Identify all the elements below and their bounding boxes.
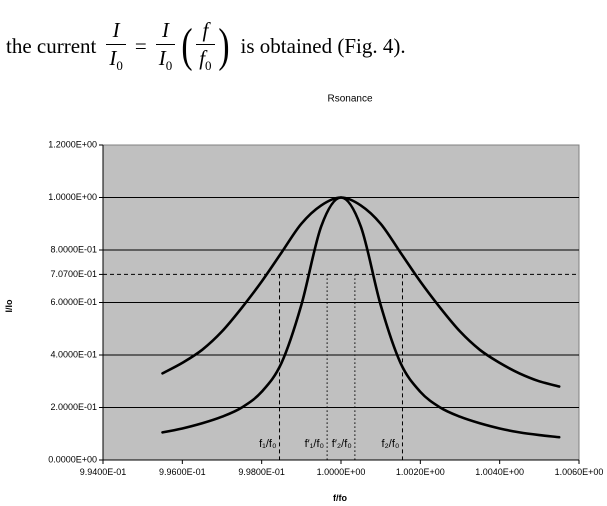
- axis-ticks: 0.0000E+00 2.0000E-01 4.0000E-01 6.0000E-01…: [48, 139, 603, 477]
- intro-tail: is obtained (Fig. 4).: [240, 33, 406, 58]
- equals-sign: =: [134, 33, 147, 58]
- y-tick-label: 8.0000E-01: [50, 244, 97, 254]
- x-tick-label: 9.9800E-01: [238, 467, 285, 477]
- marker-lines: f₁/f₀ f′₁/f₀ f′₂/f₀ f₂/f₀: [259, 274, 403, 460]
- x-tick-label: 1.0020E+00: [396, 467, 445, 477]
- denominator-base: I: [109, 45, 117, 70]
- denominator-subscript: 0: [205, 58, 212, 74]
- right-paren: ): [217, 19, 230, 72]
- y-axis-label: I/Io: [4, 299, 14, 313]
- denominator-base: f: [199, 45, 206, 70]
- fraction-inner: f f0: [196, 17, 215, 74]
- fraction-right-denominator: I0: [155, 43, 176, 74]
- x-axis-label: f/fo: [333, 493, 347, 503]
- x-tick-label: 1.0040E+00: [475, 467, 524, 477]
- fraction-left-denominator: I0: [106, 43, 126, 74]
- y-tick-label: 2.0000E-01: [50, 402, 97, 412]
- x-tick-label: 9.9600E-01: [159, 467, 206, 477]
- marker-label: f₂/f₀: [381, 438, 399, 450]
- curves: [161, 196, 561, 439]
- marker-label: f₁/f₀: [259, 438, 276, 450]
- fraction-right: I I0: [155, 17, 176, 74]
- fraction-right-numerator: I: [161, 17, 169, 42]
- series-line-1: [161, 196, 561, 388]
- fraction-inner-numerator: f: [202, 17, 209, 42]
- y-tick-label: 1.0000E+00: [48, 192, 97, 202]
- y-tick-label: 6.0000E-01: [50, 297, 97, 307]
- y-tick-label: 7.0700E-01: [50, 269, 97, 279]
- denominator-base: I: [158, 45, 166, 70]
- y-tick-label: 1.2000E+00: [48, 139, 97, 149]
- x-tick-label: 1.0060E+00: [555, 467, 604, 477]
- series-line-2: [161, 196, 561, 439]
- x-tick-label: 9.9400E-01: [80, 467, 127, 477]
- left-paren: (: [181, 19, 193, 72]
- marker-label: f′₂/f₀: [332, 438, 352, 450]
- y-tick-label: 0.0000E+00: [48, 454, 97, 464]
- fraction-left-numerator: I: [112, 17, 120, 42]
- denominator-subscript: 0: [165, 58, 173, 74]
- intro-text: the current I I0 = I I0 ( f f0 ) is obta…: [6, 0, 606, 92]
- fraction-left: I I0: [106, 18, 126, 74]
- chart-title: Rsonance: [327, 94, 372, 105]
- resonance-chart: Rsonance 0.0000E+00 2.0000E-01 4.0000E-01 6…: [4, 94, 603, 503]
- denominator-subscript: 0: [116, 58, 123, 74]
- fraction-inner-denominator: f0: [196, 43, 215, 74]
- y-tick-label: 4.0000E-01: [50, 349, 97, 359]
- x-tick-label: 1.0000E+00: [317, 467, 366, 477]
- intro-lead: the current: [6, 33, 97, 58]
- marker-label: f′₁/f₀: [305, 438, 325, 450]
